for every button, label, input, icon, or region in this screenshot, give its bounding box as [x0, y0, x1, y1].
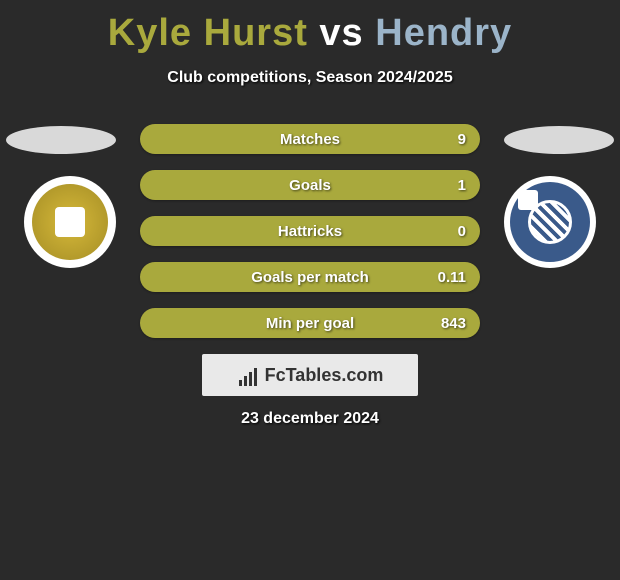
subtitle: Club competitions, Season 2024/2025 [0, 69, 620, 87]
stats-bars: Matches 9 Goals 1 Hattricks 0 Goals per … [140, 124, 480, 338]
stat-value: 0.11 [438, 269, 466, 286]
comparison-title: Kyle Hurst vs Hendry [0, 0, 620, 55]
tranmere-badge-icon [510, 182, 590, 262]
player2-oval [504, 126, 614, 154]
brand-box: FcTables.com [202, 354, 418, 396]
player1-club-badge [24, 176, 116, 268]
stat-value: 843 [441, 315, 466, 332]
stat-value: 0 [458, 223, 466, 240]
stat-bar-matches: Matches 9 [140, 124, 480, 154]
date-text: 23 december 2024 [0, 410, 620, 428]
stat-value: 1 [458, 177, 466, 194]
player1-name: Kyle Hurst [108, 12, 308, 54]
stat-bar-hattricks: Hattricks 0 [140, 216, 480, 246]
doncaster-badge-icon [32, 184, 108, 260]
stat-label: Goals per match [140, 269, 480, 286]
stat-label: Goals [140, 177, 480, 194]
vs-text: vs [319, 12, 363, 54]
bar-chart-icon [237, 364, 259, 386]
brand-text: FcTables.com [265, 365, 384, 386]
stat-label: Min per goal [140, 315, 480, 332]
stat-label: Matches [140, 131, 480, 148]
stat-value: 9 [458, 131, 466, 148]
stat-bar-goals-per-match: Goals per match 0.11 [140, 262, 480, 292]
player1-oval [6, 126, 116, 154]
player2-name: Hendry [375, 12, 512, 54]
stat-bar-min-per-goal: Min per goal 843 [140, 308, 480, 338]
stat-label: Hattricks [140, 223, 480, 240]
player2-club-badge [504, 176, 596, 268]
stat-bar-goals: Goals 1 [140, 170, 480, 200]
